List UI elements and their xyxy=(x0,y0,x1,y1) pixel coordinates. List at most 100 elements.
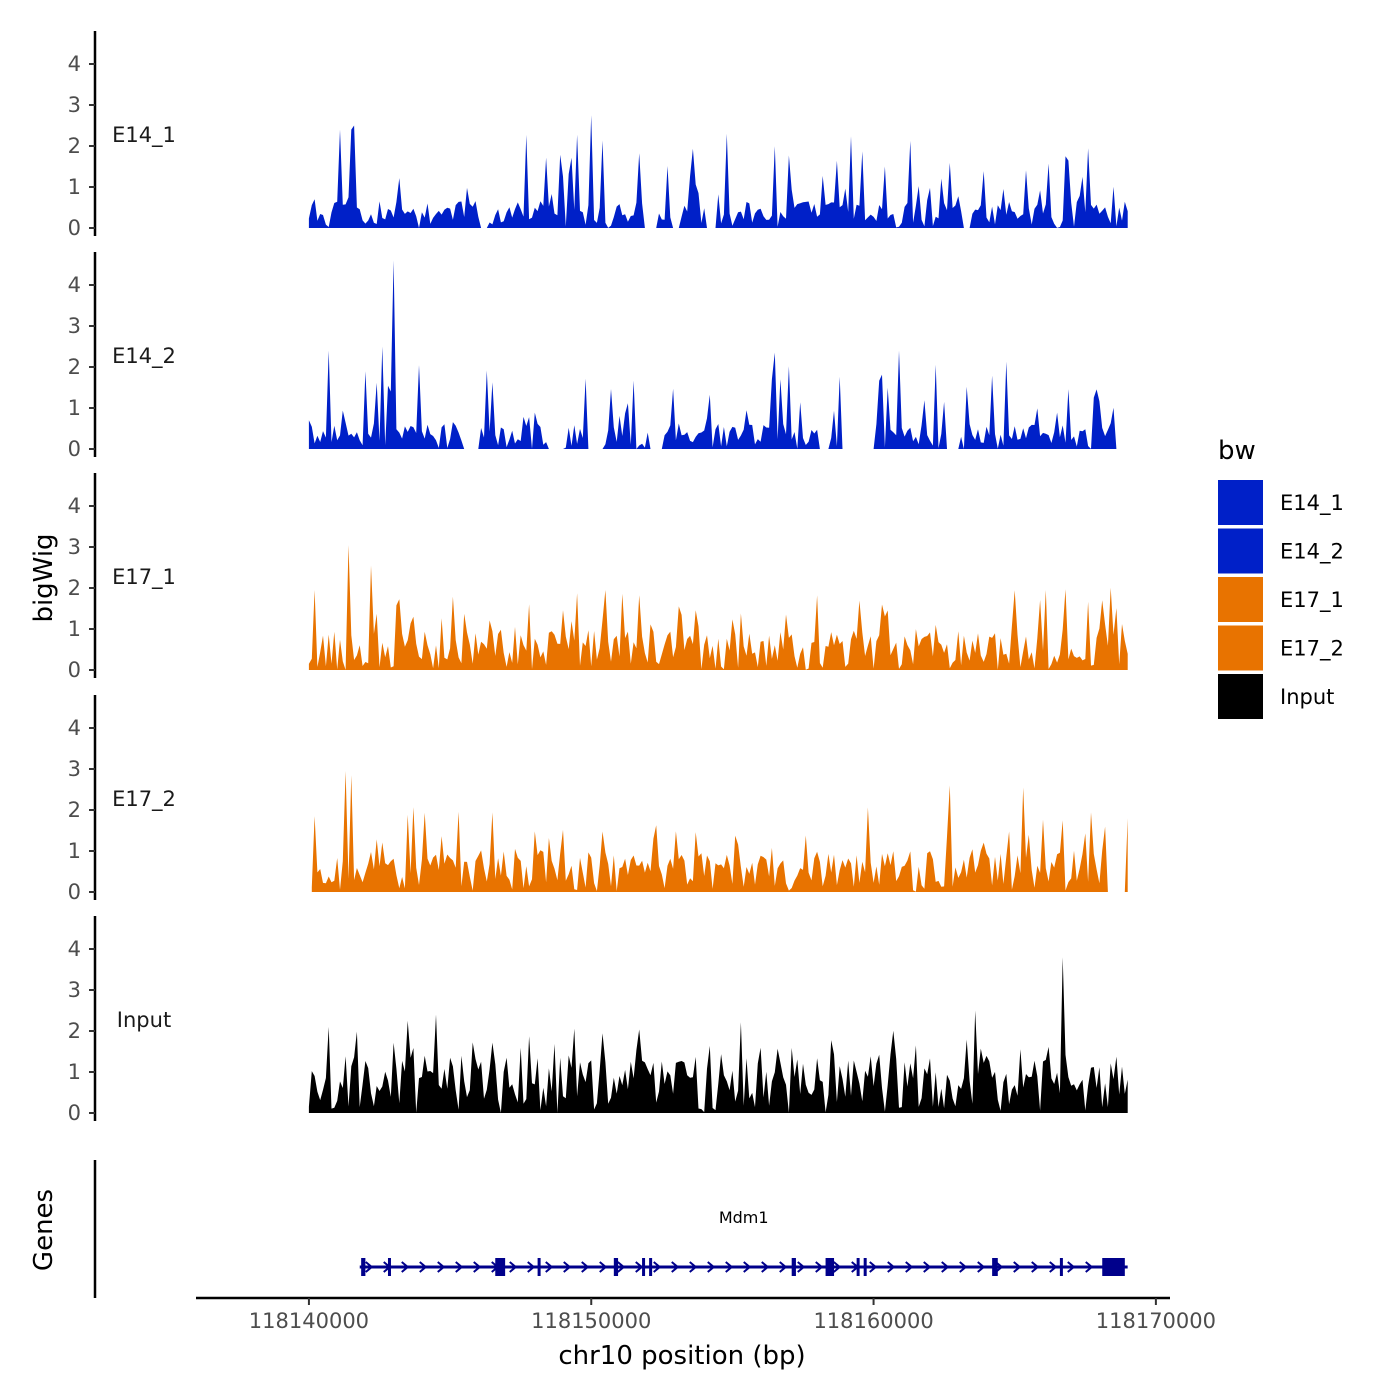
exon xyxy=(649,1258,653,1276)
strand-arrow xyxy=(761,1261,770,1273)
exon xyxy=(613,1258,619,1276)
strand-arrow xyxy=(887,1261,896,1273)
strand-arrow xyxy=(455,1261,464,1273)
legend-item-E14_2: E14_2 xyxy=(1218,528,1344,574)
y-tick-label: 1 xyxy=(68,1060,81,1084)
strand-arrow xyxy=(1049,1261,1058,1273)
y-axis-title-bigwig: bigWig xyxy=(29,533,59,622)
exon xyxy=(387,1258,391,1276)
legend-label: E14_1 xyxy=(1280,491,1344,516)
exon xyxy=(1102,1258,1125,1276)
strand-arrow xyxy=(671,1261,680,1273)
y-tick-label: 1 xyxy=(68,839,81,863)
track-E14_2: 0 1 2 3 4 E14_2 xyxy=(68,252,1128,461)
strand-arrow xyxy=(545,1261,554,1273)
y-tick-label: 2 xyxy=(68,798,81,822)
y-tick-label: 4 xyxy=(68,494,81,518)
y-tick-label: 2 xyxy=(68,1019,81,1043)
strand-arrow xyxy=(473,1261,482,1273)
strand-arrow xyxy=(1013,1261,1022,1273)
exon xyxy=(537,1258,541,1276)
legend-swatch xyxy=(1218,674,1263,719)
strand-arrow xyxy=(509,1261,518,1273)
bigwig-tracks: 0 1 2 3 4 E14_1 0 1 2 3 4 E14_2 0 1 2 3 4 E17_1 0 1 2 3 4 E17_2… xyxy=(68,31,1128,1125)
y-tick-label: 2 xyxy=(68,355,81,379)
strand-arrow xyxy=(1067,1261,1076,1273)
strand-arrow xyxy=(617,1261,626,1273)
strand-arrow xyxy=(797,1261,806,1273)
legend-item-E17_2: E17_2 xyxy=(1218,625,1344,671)
strand-arrow xyxy=(977,1261,986,1273)
exon xyxy=(856,1258,860,1276)
y-tick-label: 0 xyxy=(68,880,81,904)
y-tick-label: 4 xyxy=(68,52,81,76)
genes-panel: Mdm1 xyxy=(93,1160,1128,1298)
exon xyxy=(495,1258,506,1276)
track-label: Input xyxy=(117,1008,171,1032)
strand-arrow xyxy=(689,1261,698,1273)
legend-label: E14_2 xyxy=(1280,540,1344,565)
y-tick-label: 3 xyxy=(68,535,81,559)
strand-arrow xyxy=(653,1261,662,1273)
exon xyxy=(825,1258,835,1276)
strand-arrow xyxy=(815,1261,824,1273)
signal-area-E14_1 xyxy=(308,115,1128,228)
y-tick-label: 0 xyxy=(68,1101,81,1125)
strand-arrow xyxy=(527,1261,536,1273)
gene-label: Mdm1 xyxy=(719,1208,769,1227)
legend-swatch xyxy=(1218,480,1263,525)
exon xyxy=(642,1258,646,1276)
exon xyxy=(791,1258,796,1276)
y-tick-label: 1 xyxy=(68,396,81,420)
legend-title: bw xyxy=(1218,436,1256,466)
legend-swatch xyxy=(1218,625,1263,671)
y-tick-label: 3 xyxy=(68,757,81,781)
y-tick-label: 1 xyxy=(68,617,81,641)
exon xyxy=(1059,1258,1063,1276)
strand-arrow xyxy=(869,1261,878,1273)
strand-arrow xyxy=(743,1261,752,1273)
strand-arrow xyxy=(959,1261,968,1273)
y-tick-label: 4 xyxy=(68,937,81,961)
y-tick-label: 4 xyxy=(68,273,81,297)
legend-item-Input: Input xyxy=(1218,674,1334,719)
gene-Mdm1: Mdm1 xyxy=(359,1208,1128,1276)
track-E14_1: 0 1 2 3 4 E14_1 xyxy=(68,31,1128,240)
x-tick-label: 118160000 xyxy=(813,1309,933,1333)
track-E17_1: 0 1 2 3 4 E17_1 xyxy=(68,473,1128,682)
x-axis-title: chr10 position (bp) xyxy=(558,1341,805,1371)
exon xyxy=(863,1258,867,1276)
track-label: E17_2 xyxy=(112,787,176,812)
strand-arrow xyxy=(725,1261,734,1273)
legend-label: E17_2 xyxy=(1280,637,1344,662)
strand-arrow xyxy=(437,1261,446,1273)
strand-arrow xyxy=(941,1261,950,1273)
strand-arrow xyxy=(1085,1261,1094,1273)
track-label: E14_2 xyxy=(112,344,176,369)
legend: bw E14_1 E14_2 E17_1 E17_2 Input xyxy=(1218,436,1344,719)
strand-arrow xyxy=(923,1261,932,1273)
legend-swatch xyxy=(1218,528,1263,574)
track-label: E17_1 xyxy=(112,565,176,590)
track-Input: 0 1 2 3 4 Input xyxy=(68,916,1128,1125)
y-tick-label: 4 xyxy=(68,716,81,740)
y-tick-label: 1 xyxy=(68,175,81,199)
strand-arrow xyxy=(833,1261,842,1273)
strand-arrow xyxy=(779,1261,788,1273)
signal-area-E14_2 xyxy=(308,260,1128,449)
x-tick-label: 118140000 xyxy=(249,1309,369,1333)
legend-item-E14_1: E14_1 xyxy=(1218,480,1344,525)
strand-arrow xyxy=(563,1261,572,1273)
signal-area-E17_1 xyxy=(308,545,1128,670)
y-tick-label: 3 xyxy=(68,93,81,117)
strand-arrow xyxy=(635,1261,644,1273)
y-tick-label: 3 xyxy=(68,978,81,1002)
x-axis: 118140000 118150000 118160000 118170000 xyxy=(196,1296,1216,1333)
signal-area-E17_2 xyxy=(311,771,1128,892)
strand-arrow xyxy=(905,1261,914,1273)
strand-arrow xyxy=(401,1261,410,1273)
y-axis-title-genes: Genes xyxy=(29,1189,59,1271)
y-tick-label: 0 xyxy=(68,437,81,461)
legend-item-E17_1: E17_1 xyxy=(1218,577,1344,622)
exon xyxy=(992,1258,998,1276)
